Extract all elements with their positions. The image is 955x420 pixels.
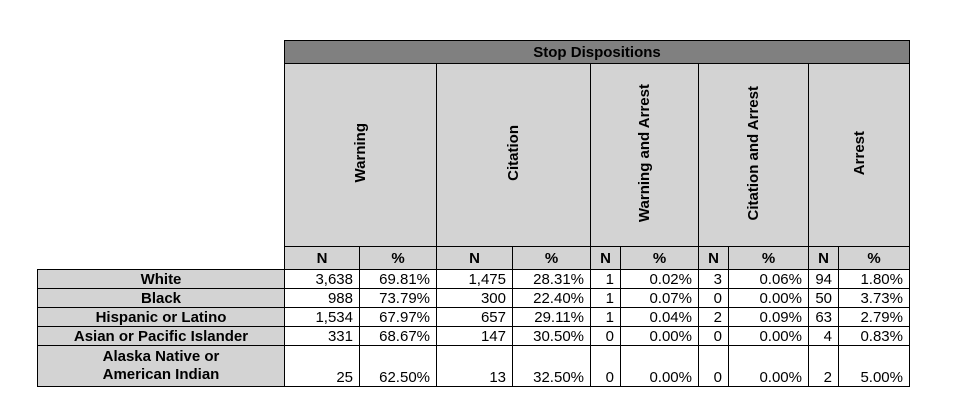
row-label: Black	[37, 288, 285, 308]
subheader-pct: %	[728, 246, 809, 270]
group-header-citation-and-arrest: Citation and Arrest	[698, 63, 809, 247]
cell-value: 0	[698, 326, 729, 346]
group-label: Citation	[505, 125, 522, 181]
cell-value: 13	[436, 345, 513, 387]
cell-value: 0.00%	[728, 345, 809, 387]
subheader-pct: %	[359, 246, 437, 270]
row-label-line: Alaska Native or	[102, 348, 220, 365]
row-label: Hispanic or Latino	[37, 307, 285, 327]
cell-value: 2	[698, 307, 729, 327]
group-label: Citation and Arrest	[745, 85, 762, 221]
group-header-warning-and-arrest: Warning and Arrest	[590, 63, 699, 247]
cell-value: 1	[590, 307, 621, 327]
cell-value: 0.83%	[838, 326, 910, 346]
cell-value: 0	[698, 345, 729, 387]
subheader-n: N	[590, 246, 621, 270]
cell-value: 68.67%	[359, 326, 437, 346]
cell-value: 69.81%	[359, 269, 437, 289]
cell-value: 0.06%	[728, 269, 809, 289]
subheader-n: N	[808, 246, 839, 270]
group-label: Arrest	[850, 130, 868, 176]
group-header-arrest: Arrest	[808, 63, 910, 247]
cell-value: 30.50%	[512, 326, 591, 346]
cell-value: 0	[590, 345, 621, 387]
cell-value: 63	[808, 307, 839, 327]
group-label: Warning	[352, 123, 369, 183]
cell-value: 1	[590, 269, 621, 289]
cell-value: 331	[284, 326, 360, 346]
cell-value: 300	[436, 288, 513, 308]
cell-value: 25	[284, 345, 360, 387]
cell-value: 67.97%	[359, 307, 437, 327]
cell-value: 2	[808, 345, 839, 387]
cell-value: 94	[808, 269, 839, 289]
table-row: Black 988 73.79% 300 22.40% 1 0.07% 0 0.…	[37, 288, 910, 308]
cell-value: 73.79%	[359, 288, 437, 308]
subheader-pct: %	[838, 246, 910, 270]
cell-value: 2.79%	[838, 307, 910, 327]
cell-value: 988	[284, 288, 360, 308]
corner-blank	[38, 247, 285, 270]
cell-value: 0.00%	[728, 326, 809, 346]
table-row: Asian or Pacific Islander 331 68.67% 147…	[37, 326, 910, 346]
cell-value: 3	[698, 269, 729, 289]
row-label: Alaska Native or American Indian	[37, 345, 285, 387]
cell-value: 32.50%	[512, 345, 591, 387]
table-row: Alaska Native or American Indian 25 62.5…	[37, 345, 910, 387]
cell-value: 657	[436, 307, 513, 327]
stop-dispositions-table: Stop Dispositions Warning Citation Warni…	[37, 40, 910, 387]
cell-value: 0.00%	[620, 326, 699, 346]
group-header-citation: Citation	[436, 63, 591, 247]
subheader-n: N	[698, 246, 729, 270]
cell-value: 1,534	[284, 307, 360, 327]
table-row: White 3,638 69.81% 1,475 28.31% 1 0.02% …	[37, 269, 910, 289]
cell-value: 0.00%	[728, 288, 809, 308]
table-title: Stop Dispositions	[284, 40, 910, 64]
cell-value: 0.00%	[620, 345, 699, 387]
cell-value: 28.31%	[512, 269, 591, 289]
subheader-n: N	[436, 246, 513, 270]
cell-value: 0.09%	[728, 307, 809, 327]
subheader-pct: %	[620, 246, 699, 270]
corner-blank	[38, 64, 285, 247]
group-label: Warning and Arrest	[636, 83, 653, 223]
row-label: Asian or Pacific Islander	[37, 326, 285, 346]
corner-blank	[38, 41, 285, 64]
subheader-n: N	[284, 246, 360, 270]
cell-value: 1.80%	[838, 269, 910, 289]
cell-value: 4	[808, 326, 839, 346]
cell-value: 50	[808, 288, 839, 308]
cell-value: 0	[590, 326, 621, 346]
cell-value: 147	[436, 326, 513, 346]
cell-value: 1,475	[436, 269, 513, 289]
cell-value: 29.11%	[512, 307, 591, 327]
row-label: White	[37, 269, 285, 289]
group-header-warning: Warning	[284, 63, 437, 247]
cell-value: 62.50%	[359, 345, 437, 387]
cell-value: 0.02%	[620, 269, 699, 289]
cell-value: 22.40%	[512, 288, 591, 308]
cell-value: 0.07%	[620, 288, 699, 308]
cell-value: 5.00%	[838, 345, 910, 387]
row-label-line: American Indian	[102, 366, 220, 383]
cell-value: 3,638	[284, 269, 360, 289]
cell-value: 0.04%	[620, 307, 699, 327]
table-row: Hispanic or Latino 1,534 67.97% 657 29.1…	[37, 307, 910, 327]
cell-value: 0	[698, 288, 729, 308]
subheader-pct: %	[512, 246, 591, 270]
cell-value: 1	[590, 288, 621, 308]
cell-value: 3.73%	[838, 288, 910, 308]
